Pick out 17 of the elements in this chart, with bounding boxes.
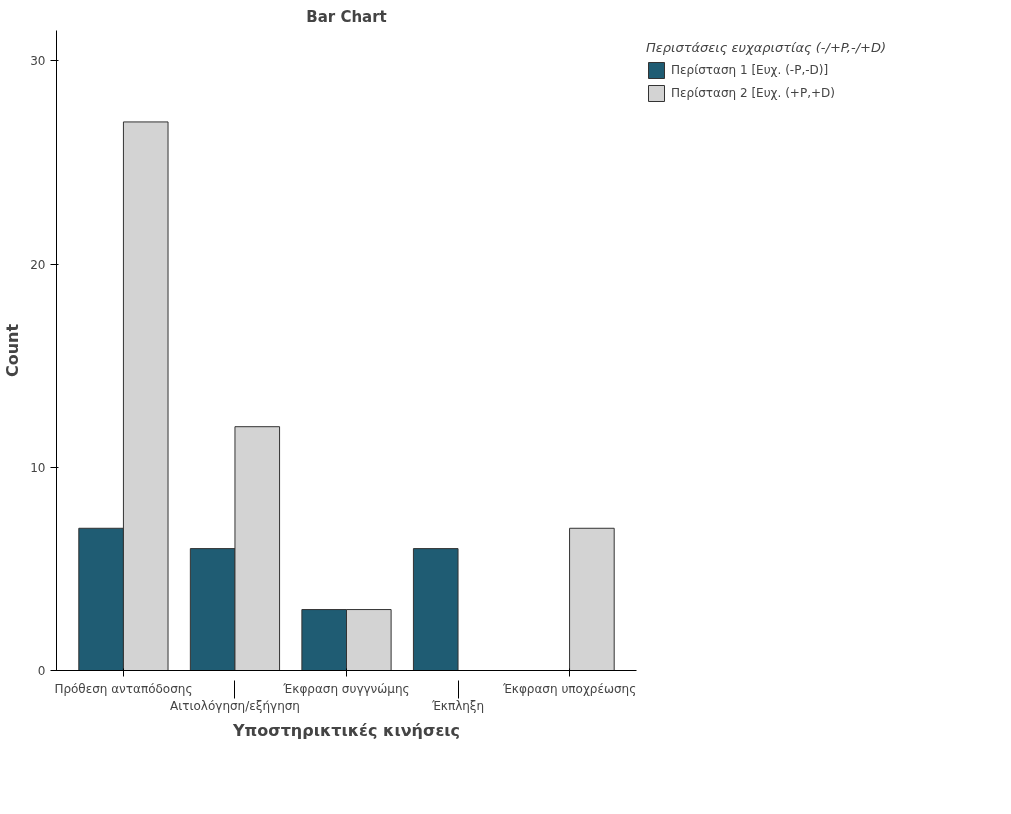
legend-label: Περίσταση 2 [Ευχ. (+P,+D)	[671, 86, 835, 100]
x-tick-label: Έκφραση συγγνώμης	[282, 681, 410, 696]
bar	[569, 527, 615, 671]
y-axis-title: Count	[3, 323, 23, 378]
chart-title: Bar Chart	[306, 7, 387, 26]
y-tick-label: 10	[30, 460, 46, 475]
x-tick-label: Πρόθεση ανταπόδοσης	[54, 681, 193, 696]
x-tick-label: Αιτιολόγηση/εξήγηση	[169, 698, 300, 713]
legend-title: Περιστάσεις ευχαριστίας (-/+P,-/+D)	[646, 40, 887, 55]
y-tick-label: 0	[37, 664, 46, 678]
x-tick-label: Έκπληξη	[430, 698, 485, 713]
y-tick-label: 30	[30, 54, 46, 69]
y-tick-label: 20	[30, 257, 46, 272]
legend-label: Περίσταση 1 [Ευχ. (-P,-D)]	[671, 63, 829, 77]
bar	[412, 548, 459, 671]
x-axis-title: Υποστηρικτικές κινήσεις	[231, 720, 461, 740]
x-tick-label: Έκφραση υποχρέωσης	[501, 681, 637, 696]
